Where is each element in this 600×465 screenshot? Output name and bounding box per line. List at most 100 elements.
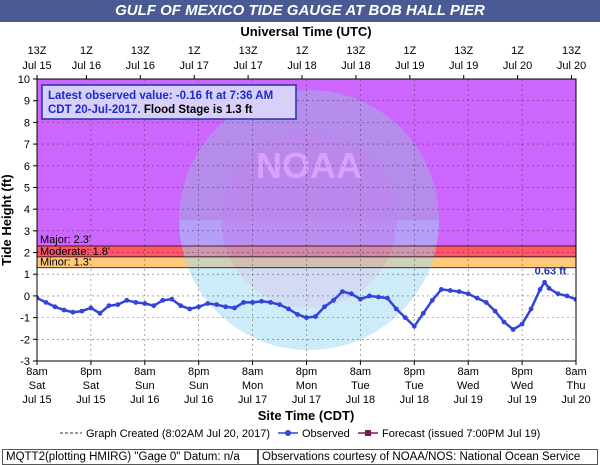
bottom-tick-time: 8pm [296,366,317,378]
observed-point [438,287,444,292]
y-tick-label: 8 [24,117,30,129]
observed-point [483,300,489,305]
observed-point [402,315,408,320]
legend-graph-created: Graph Created (8:02AM Jul 20, 2017) [86,428,270,440]
observed-point [528,306,534,312]
observed-point [241,300,247,305]
y-tick-label: 6 [24,161,30,173]
bottom-tick-day: Sat [83,380,100,392]
observed-series-layer [37,279,576,332]
top-tick-date: Jul 16 [126,60,155,72]
observed-point [358,296,363,302]
bottom-tick-date: Jul 19 [507,394,536,406]
observed-point [429,297,435,303]
top-tick-label: 1Z [188,45,201,57]
observed-point [393,306,399,312]
y-tick-label: 1 [24,269,30,281]
observed-point [573,297,576,302]
bottom-tick-day: Tue [405,380,424,392]
observed-point [313,314,318,319]
top-tick-label: 13Z [131,45,150,57]
observed-point [169,296,175,302]
observed-point [223,304,229,310]
observed-point [196,304,202,310]
bottom-tick-time: 8pm [404,366,425,378]
chart-title: GULF OF MEXICO TIDE GAUGE AT BOB HALL PI… [0,0,600,22]
observed-point [340,289,345,294]
observed-point [250,300,256,305]
observed-point [492,308,498,314]
observed-point [106,303,112,309]
observed-point [259,298,264,304]
y-tick-label: 3 [24,226,30,238]
top-tick-date: Jul 16 [72,60,101,72]
y-tick-label: 4 [24,204,30,216]
observed-point [232,305,238,311]
info-box: Latest observed value: -0.16 ft at 7:36 … [41,84,297,120]
plot-grid [37,79,576,361]
observed-point [97,310,103,316]
bottom-tick-time: 8am [457,366,478,378]
observed-point [214,302,220,307]
bottom-tick-date: Jul 17 [238,394,267,406]
bottom-tick-day: Tue [351,380,370,392]
top-tick-label: 13Z [28,45,47,57]
observed-point [420,310,426,316]
top-tick-date: Jul 20 [503,60,532,72]
observed-point [70,309,76,315]
y-tick-label: 0 [24,291,30,303]
observed-point [295,312,300,317]
top-tick-label: 13Z [239,45,258,57]
bottom-tick-time: 8am [26,366,47,378]
flood-band-label-major: Major: 2.3' [40,234,91,246]
top-tick-date: Jul 18 [341,60,370,72]
observed-point [133,300,139,305]
bottom-tick-date: Jul 16 [184,394,213,406]
y-axis-title: Tide Height (ft) [0,174,14,265]
bottom-tick-date: Jul 19 [454,394,483,406]
observed-point [349,291,354,297]
observed-point [268,300,273,305]
bottom-tick-time: 8am [565,366,586,378]
flood-band-labels: Major: 2.3'Moderate: 1.8'Minor: 1.3' [40,234,110,269]
observed-point [542,279,547,285]
observed-point [178,303,184,309]
observed-point [142,301,148,306]
top-tick-date: Jul 17 [233,60,262,72]
svg-text:CDT 20-Jul-2017. Flood Stage i: CDT 20-Jul-2017. Flood Stage is 1.3 ft [48,104,253,116]
y-tick-label: 10 [18,74,30,86]
bottom-tick-date: Jul 18 [400,394,429,406]
bottom-tick-date: Jul 16 [130,394,159,406]
bottom-tick-date: Jul 17 [292,394,321,406]
bottom-tick-day: Sat [29,380,46,392]
observed-point [510,327,516,332]
bottom-tick-day: Mon [296,380,317,392]
observed-point [151,303,157,309]
y-tick-label: -1 [20,313,30,325]
observed-point [88,305,94,311]
observed-point [546,285,552,291]
legend-observed: Observed [302,428,350,440]
bottom-tick-day: Mon [242,380,263,392]
top-axis-title: Universal Time (UTC) [240,24,371,39]
observed-point [52,304,58,310]
observed-point [564,293,570,299]
legend-observed-marker [285,430,291,436]
legend-forecast-marker [365,430,371,436]
observed-point [501,319,507,325]
top-tick-date: Jul 19 [395,60,424,72]
observed-point [331,297,336,303]
bottom-tick-day: Wed [511,380,533,392]
observed-point [286,306,291,312]
bottom-tick-day: Thu [567,380,586,392]
top-tick-label: 1Z [80,45,93,57]
bottom-tick-time: 8pm [511,366,532,378]
top-tick-label: 1Z [403,45,416,57]
top-tick-date: Jul 20 [557,60,586,72]
x-axis-title: Site Time (CDT) [258,408,355,423]
observed-point [447,288,453,293]
top-tick-label: 13Z [562,45,581,57]
y-tick-label: -3 [20,356,30,368]
footer-gage-info: MQTT2(plotting HMIRG) "Gage 0" Datum: n/… [2,449,258,465]
